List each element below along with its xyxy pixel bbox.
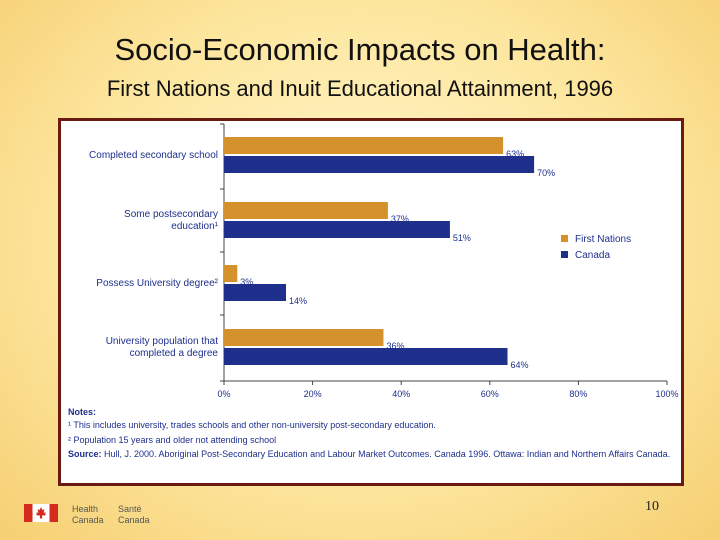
logo-health-fr: Santé Canada: [118, 504, 150, 526]
data-label: 36%: [386, 341, 404, 351]
logo-fr-line1: Santé: [118, 504, 142, 514]
source-note: Source: Hull, J. 2000. Aboriginal Post-S…: [68, 449, 673, 460]
slide-title: Socio-Economic Impacts on Health:: [114, 32, 606, 67]
data-label: 14%: [289, 296, 307, 306]
bar-first-nations: [224, 265, 238, 282]
bar-first-nations: [224, 137, 504, 154]
category-label: education¹: [171, 221, 218, 232]
bar-canada: [224, 156, 535, 173]
category-label: Some postsecondary: [124, 209, 218, 220]
bar-first-nations: [224, 202, 388, 219]
data-label: 51%: [453, 233, 471, 243]
bar-canada: [224, 348, 508, 365]
bar-canada: [224, 221, 450, 238]
bar-canada: [224, 284, 287, 301]
x-tick-label: 80%: [569, 389, 587, 399]
legend-label: First Nations: [575, 234, 631, 245]
legend-swatch-canada: [561, 251, 568, 258]
bar-chart: 0% 20% 40% 60% 80% 100% 63% 70% Completed second…: [89, 123, 679, 399]
logo-health-en: Health Canada: [72, 504, 104, 526]
health-canada-logo: Health Canada Santé Canada: [24, 504, 164, 528]
category-label: Completed secondary school: [89, 150, 218, 161]
data-label: 63%: [506, 149, 524, 159]
slide-subtitle: First Nations and Inuit Educational Atta…: [106, 76, 614, 101]
logo-fr-line2: Canada: [118, 515, 150, 525]
data-label: 70%: [537, 168, 555, 178]
note-1: ¹ This includes university, trades schoo…: [68, 420, 436, 431]
x-tick-label: 40%: [392, 389, 410, 399]
bar-first-nations: [224, 329, 384, 346]
notes-heading: Notes:: [68, 407, 97, 417]
category-label: completed a degree: [130, 348, 219, 359]
legend-label: Canada: [575, 250, 610, 261]
chart-notes: Notes: ¹ This includes university, trade…: [68, 407, 673, 463]
x-tick-label: 20%: [304, 389, 322, 399]
note-2: ² Population 15 years and older not atte…: [68, 434, 277, 445]
logo-en-line1: Health: [72, 504, 99, 514]
x-tick-label: 100%: [655, 389, 678, 399]
x-tick-label: 0%: [217, 389, 230, 399]
legend-swatch-first-nations: [561, 235, 568, 242]
source-label: Source:: [68, 448, 102, 459]
x-tick-label: 60%: [481, 389, 499, 399]
source-text: Hull, J. 2000. Aboriginal Post-Secondary…: [101, 448, 671, 459]
data-label: 64%: [511, 360, 529, 370]
chart-panel: 0% 20% 40% 60% 80% 100% 63% 70% Completed second…: [58, 118, 684, 486]
data-label: 37%: [391, 214, 409, 224]
slide-number: 10: [645, 499, 659, 514]
logo-en-line2: Canada: [72, 515, 104, 525]
data-label: 3%: [240, 277, 253, 287]
canada-flag-icon: [24, 504, 58, 522]
category-label: Possess University degree²: [96, 278, 218, 289]
category-label: University population that: [106, 336, 219, 347]
